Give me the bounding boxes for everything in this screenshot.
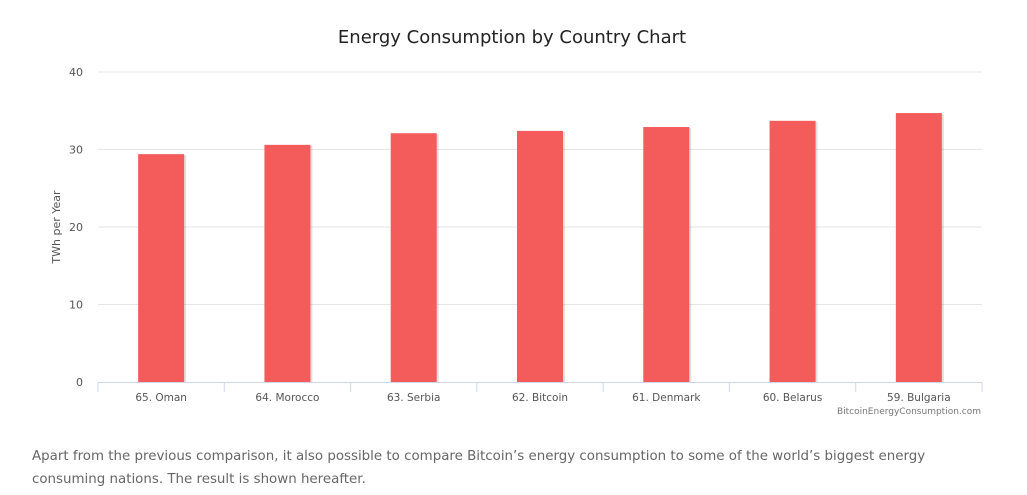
y-axis-label: TWh per Year	[50, 190, 63, 265]
description-paragraph: Apart from the previous comparison, it a…	[32, 449, 926, 487]
x-category-label: 59. Bulgaria	[887, 392, 951, 404]
bar[interactable]	[390, 133, 437, 382]
y-axis-ticks: 0 10 20 30 40	[69, 66, 83, 389]
bar[interactable]	[517, 130, 563, 382]
y-tick-label: 40	[69, 66, 83, 79]
x-category-label: 60. Belarus	[763, 392, 823, 404]
x-category-label: 65. Oman	[135, 392, 187, 404]
energy-consumption-chart: Energy Consumption by Country Chart TWh …	[50, 27, 983, 417]
x-category-label: 62. Bitcoin	[512, 392, 568, 404]
chart-credit[interactable]: BitcoinEnergyConsumption.com	[837, 407, 981, 417]
y-tick-label: 0	[76, 376, 83, 389]
bar[interactable]	[895, 113, 942, 382]
bar[interactable]	[769, 120, 816, 382]
bar[interactable]	[643, 127, 690, 383]
x-category-label: 64. Morocco	[255, 392, 319, 404]
y-tick-label: 10	[69, 299, 83, 312]
chart-title: Energy Consumption by Country Chart	[338, 27, 686, 48]
x-axis: 65. Oman 64. Morocco 63. Serbia 62. Bitcoin…	[97, 382, 983, 404]
y-tick-label: 20	[69, 221, 83, 234]
bar[interactable]	[264, 144, 311, 382]
bars	[138, 113, 944, 383]
x-category-label: 61. Denmark	[632, 392, 701, 404]
y-tick-label: 30	[69, 144, 83, 157]
x-category-label: 63. Serbia	[387, 392, 441, 404]
bar[interactable]	[138, 154, 185, 382]
